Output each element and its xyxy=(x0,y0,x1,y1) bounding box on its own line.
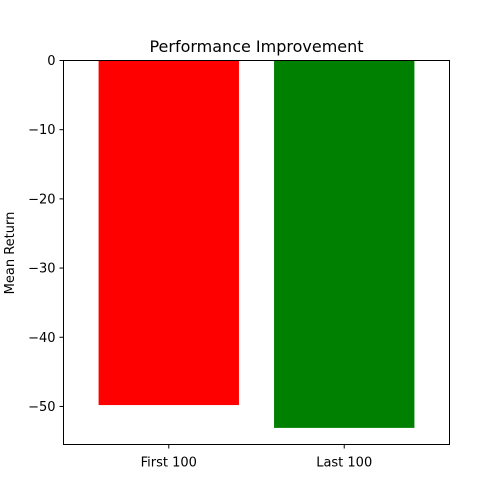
y-ticks-group: 0 −10 −20 −30 −40 −50 xyxy=(28,54,64,415)
bars-group xyxy=(98,60,415,428)
x-ticks-group: First 100 Last 100 xyxy=(141,444,372,471)
x-tick-label: Last 100 xyxy=(316,456,372,471)
y-axis-label: Mean Return xyxy=(3,212,18,295)
x-tick-label: First 100 xyxy=(141,456,197,471)
chart-title: Performance Improvement xyxy=(149,37,363,56)
y-tick-label: 0 xyxy=(47,54,55,69)
y-tick-label: −30 xyxy=(28,262,55,277)
y-tick-label: −10 xyxy=(28,123,55,138)
plot-frame xyxy=(63,60,450,445)
bar-last-100 xyxy=(274,60,415,428)
y-tick-label: −50 xyxy=(28,400,55,415)
bar-first-100 xyxy=(98,60,239,406)
y-tick-label: −40 xyxy=(28,331,55,346)
y-tick-label: −20 xyxy=(28,192,55,207)
